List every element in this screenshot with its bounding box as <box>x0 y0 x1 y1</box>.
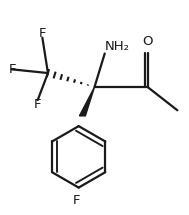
Text: F: F <box>73 194 81 207</box>
Text: F: F <box>39 26 46 40</box>
Text: F: F <box>9 63 16 76</box>
Text: NH₂: NH₂ <box>105 40 130 52</box>
Text: O: O <box>142 35 153 48</box>
Text: F: F <box>34 98 41 111</box>
Polygon shape <box>79 87 94 116</box>
